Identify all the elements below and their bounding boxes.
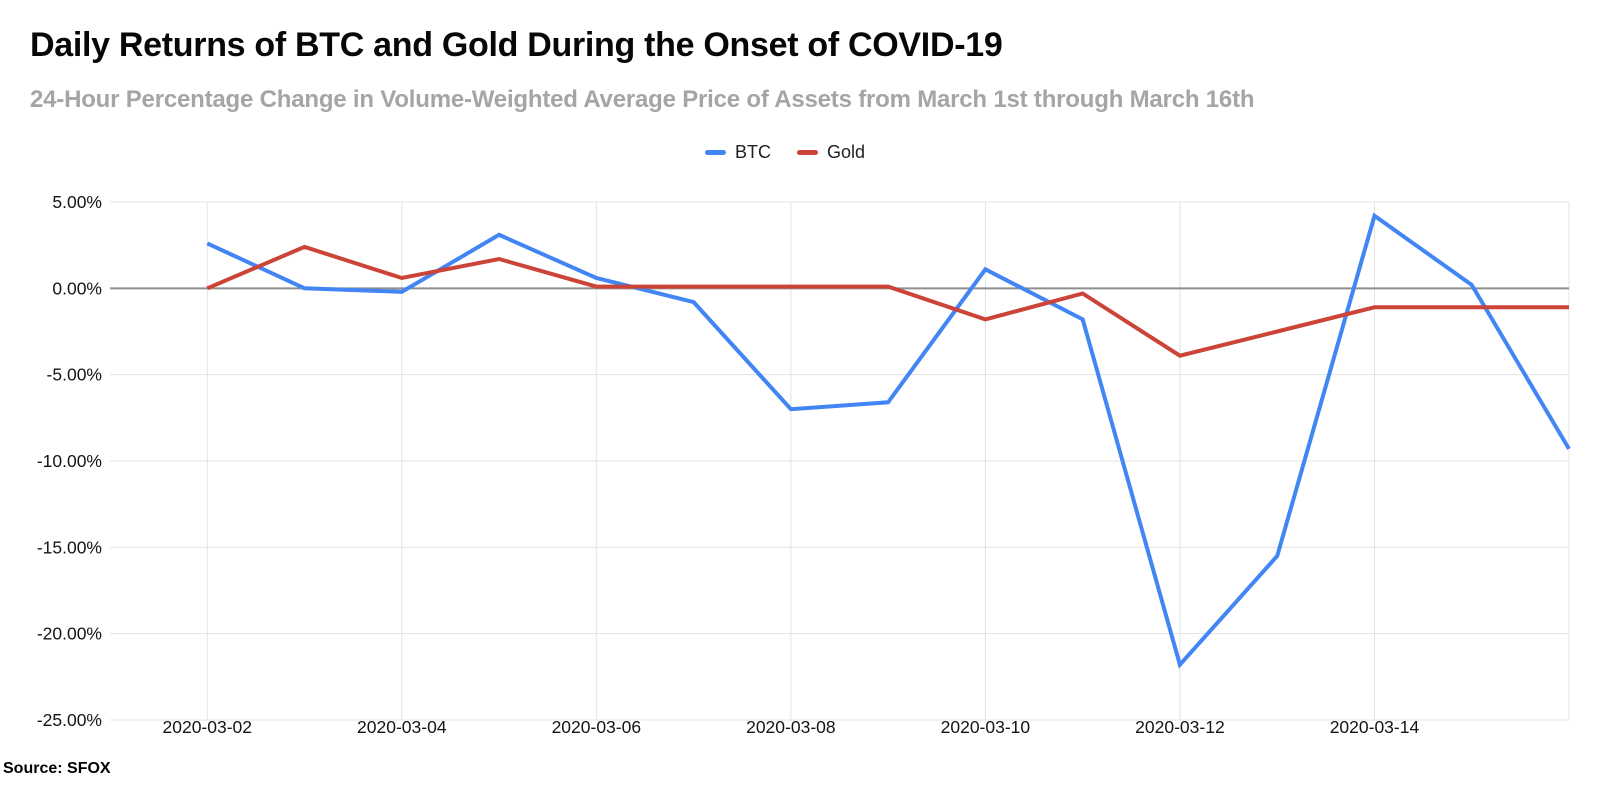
legend-label-btc: BTC	[734, 142, 771, 162]
y-tick-label: -15.00%	[37, 537, 102, 557]
x-tick-label: 2020-03-14	[1330, 717, 1420, 737]
chart-title: Daily Returns of BTC and Gold During the…	[30, 26, 1003, 64]
y-tick-label: -5.00%	[47, 365, 102, 385]
y-tick-label: -10.00%	[37, 451, 102, 471]
x-tick-label: 2020-03-06	[552, 717, 642, 737]
x-tick-label: 2020-03-08	[746, 717, 836, 737]
legend-item-btc: BTC	[704, 142, 771, 163]
legend: BTC Gold	[0, 142, 1570, 163]
x-tick-label: 2020-03-10	[941, 717, 1031, 737]
x-tick-label: 2020-03-02	[163, 717, 253, 737]
y-tick-label: -20.00%	[37, 624, 102, 644]
x-tick-label: 2020-03-12	[1135, 717, 1225, 737]
gold-line-swatch-icon	[796, 150, 818, 155]
btc-line-swatch-icon	[704, 150, 726, 155]
btc-series-line	[206, 212, 1571, 669]
gold-series-line	[206, 244, 1569, 358]
legend-item-gold: Gold	[796, 142, 866, 163]
source-label: Source: SFOX	[3, 760, 111, 777]
x-tick-label: 2020-03-04	[357, 717, 447, 737]
chart-subtitle: 24-Hour Percentage Change in Volume-Weig…	[30, 86, 1255, 113]
y-tick-label: 0.00%	[52, 278, 102, 298]
y-tick-label: 5.00%	[52, 192, 102, 212]
y-tick-label: -25.00%	[37, 710, 102, 730]
legend-label-gold: Gold	[826, 142, 866, 162]
